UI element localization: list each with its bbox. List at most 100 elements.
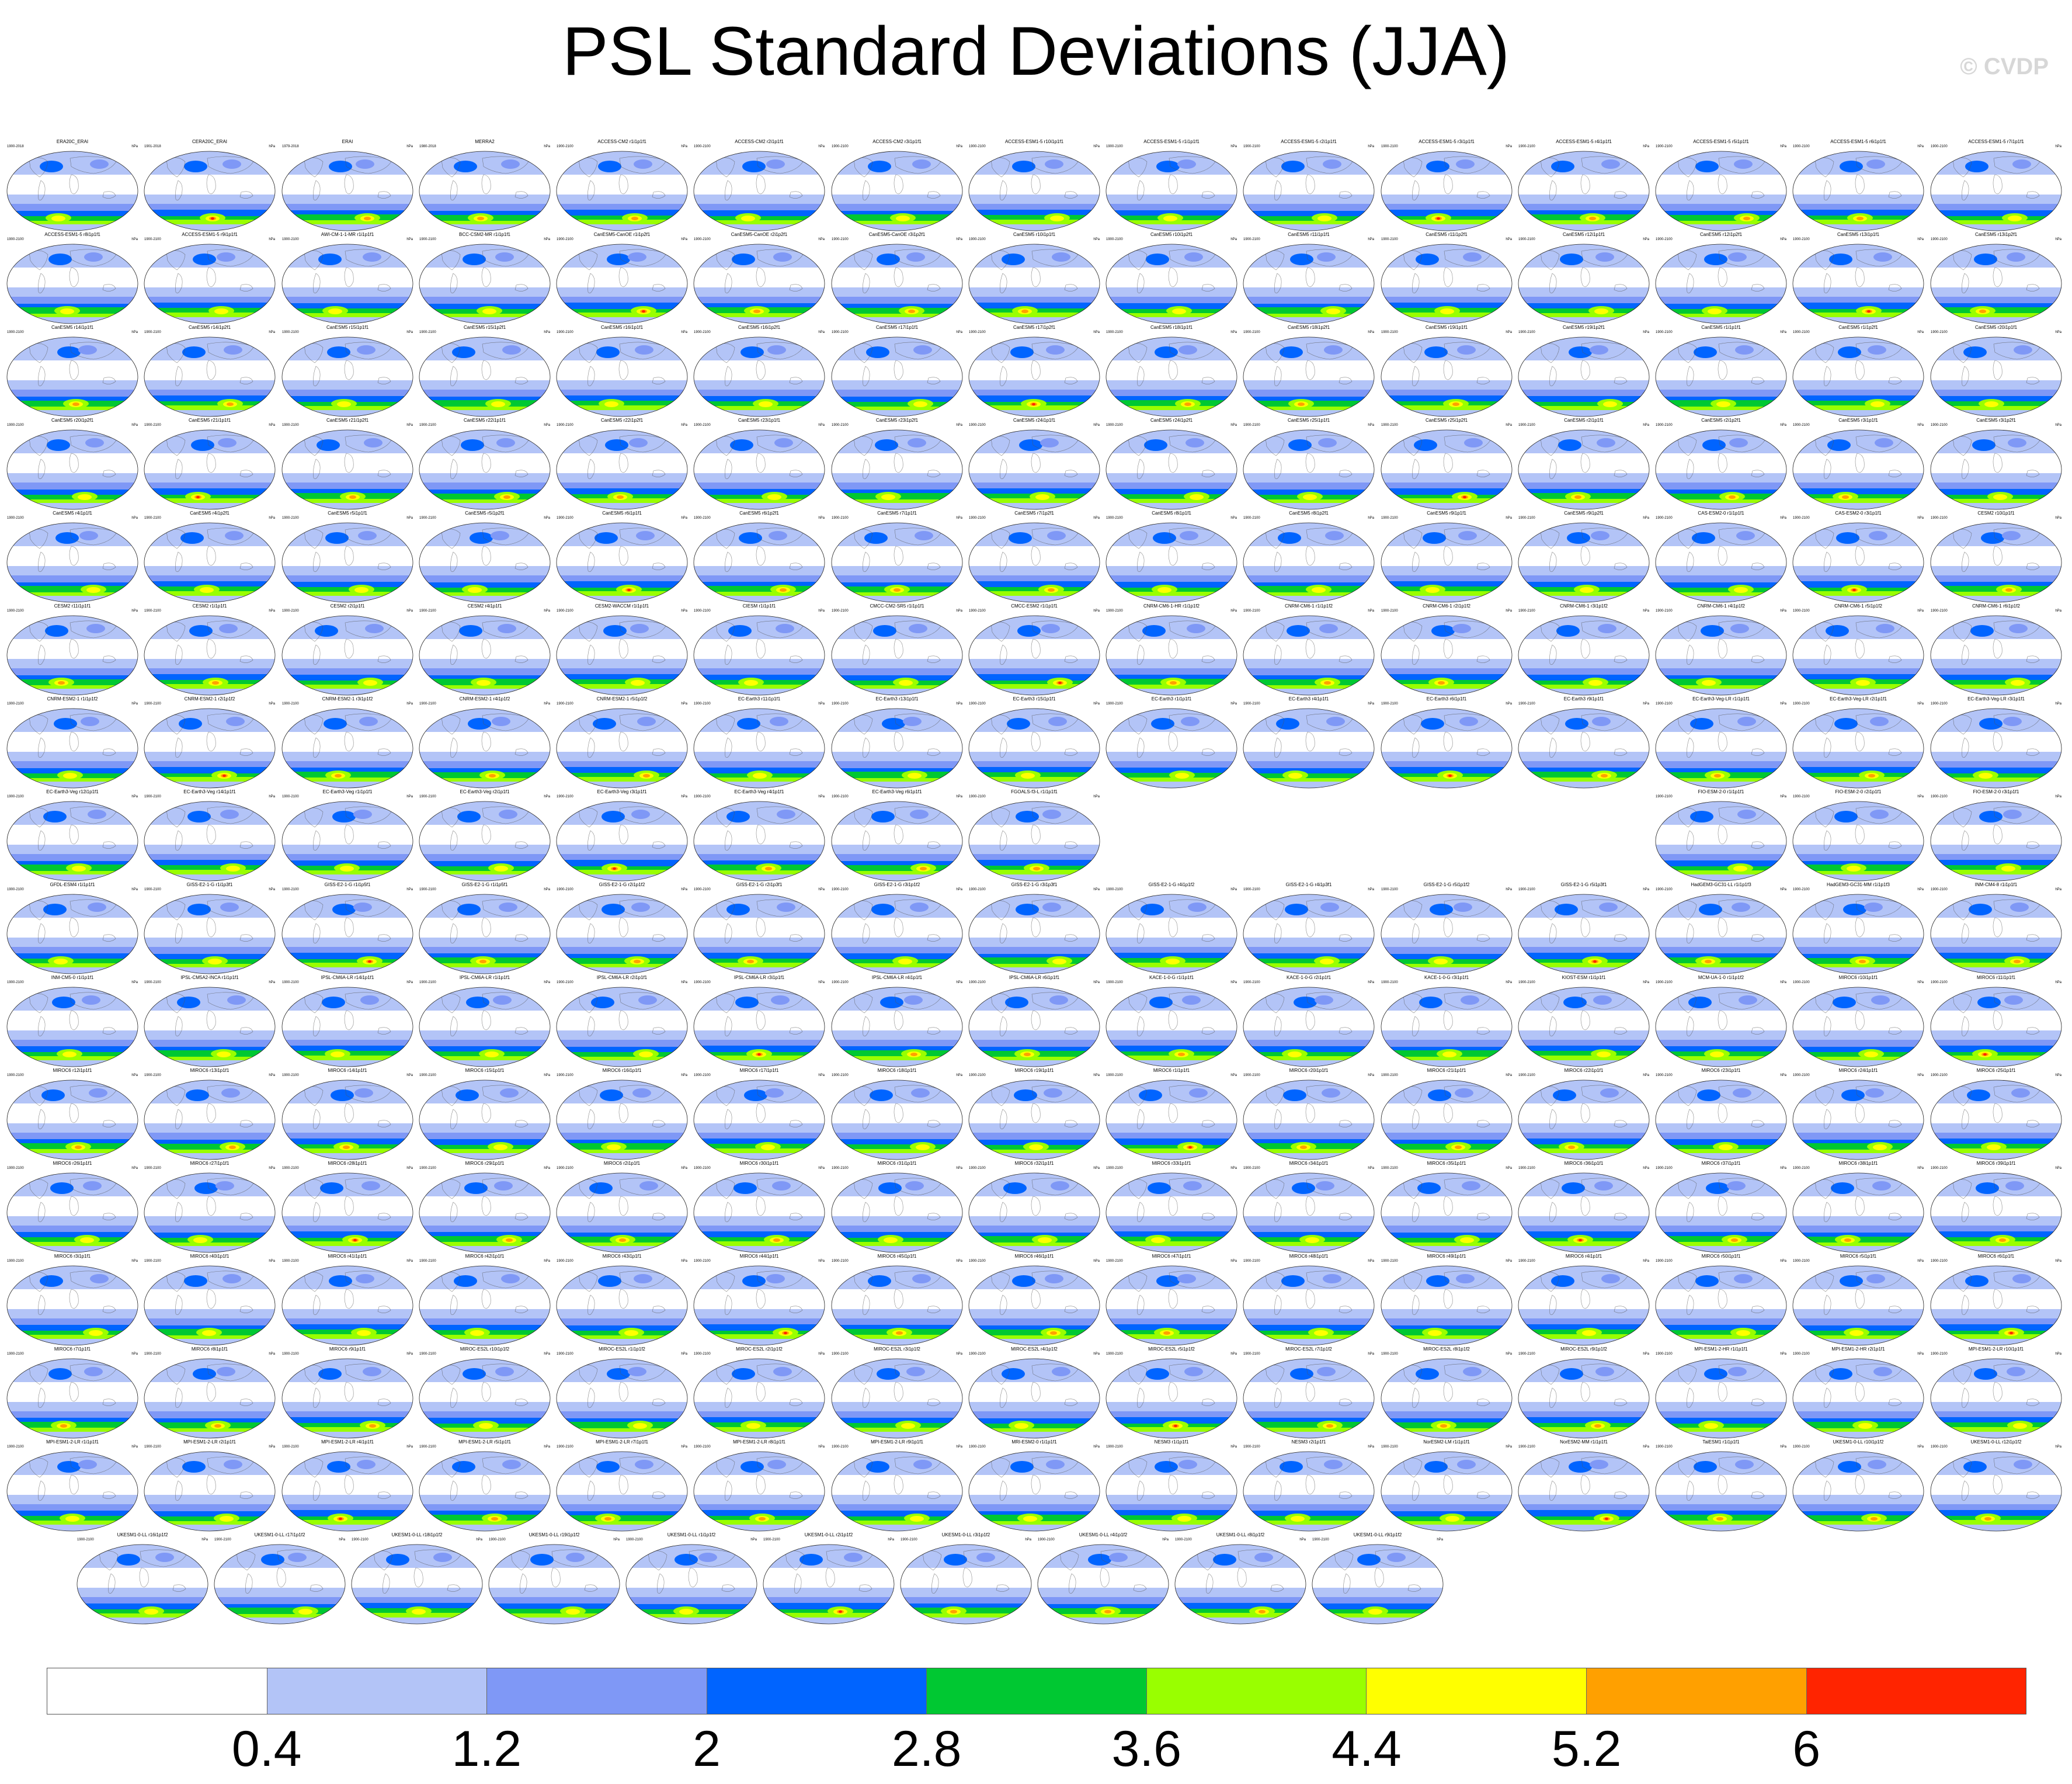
map-panel: CanESM5 r24i1p1f1 1900-2100 hPa <box>968 417 1101 511</box>
global-map <box>968 615 1100 696</box>
panel-years: 1900-2100 <box>419 1352 436 1356</box>
panel-units: hPa <box>1780 516 1786 520</box>
panel-title: UKESM1-0-LL r17i1p1f2 <box>254 1532 305 1537</box>
panel-units: hPa <box>131 1445 138 1449</box>
map-panel: MPI-ESM1-2-LR r8i1p1f1 1900-2100 hPa <box>693 1439 826 1532</box>
panel-units: hPa <box>1093 609 1100 613</box>
panel-years: 1900-2100 <box>214 1538 231 1542</box>
panel-years: 1900-2100 <box>1793 1167 1810 1170</box>
panel-title: GISS-E2-1-G r2i1p3f1 <box>736 882 783 887</box>
panel-title: GISS-E2-1-G r4i1p1f2 <box>1148 882 1195 887</box>
panel-units: hPa <box>269 516 275 520</box>
map-panel: MIROC-ES2L r10i1p1f2 1900-2100 hPa <box>418 1346 551 1439</box>
map-panel: CanESM5 r5i1p1f1 1900-2100 hPa <box>281 510 414 603</box>
global-map <box>144 429 276 510</box>
panel-units: hPa <box>1917 238 1924 241</box>
global-map <box>1105 615 1237 696</box>
panel-units: hPa <box>1093 795 1100 799</box>
global-map <box>556 615 688 696</box>
panel-title: KACE-1-0-G r1i1p1f1 <box>1149 975 1194 980</box>
panel-units: hPa <box>131 238 138 241</box>
panel-units: hPa <box>1093 1167 1100 1170</box>
panel-units: hPa <box>1368 424 1374 427</box>
map-panel: MERRA2 1980-2018 hPa <box>418 138 551 232</box>
map-panel: ACCESS-ESM1-5 r7i1p1f1 1900-2100 hPa <box>1930 138 2063 232</box>
panel-title: CERA20C_ERAI <box>192 139 228 144</box>
panel-title: MIROC6 r7i1p1f1 <box>54 1346 91 1352</box>
global-map <box>1105 1172 1237 1253</box>
colorbar-label: 2.8 <box>891 1721 962 1777</box>
panel-title: MPI-ESM1-2-LR r9i1p1f1 <box>871 1439 923 1445</box>
panel-units: hPa <box>1093 1445 1100 1449</box>
panel-years: 1900-2100 <box>419 331 436 334</box>
global-map <box>831 1265 963 1346</box>
panel-years: 1900-2100 <box>832 702 849 706</box>
panel-years: 1900-2100 <box>763 1538 780 1542</box>
panel-years: 1900-2100 <box>832 424 849 427</box>
panel-units: hPa <box>681 331 687 334</box>
panel-title: CNRM-CM6-1 r1i1p1f2 <box>1285 603 1333 609</box>
global-map <box>419 1358 551 1439</box>
map-panel: MIROC6 r2i1p1f1 1900-2100 hPa <box>555 1160 689 1254</box>
map-panel: MPI-ESM1-2-LR r4i1p1f1 1900-2100 hPa <box>281 1439 414 1532</box>
global-map <box>6 1172 138 1253</box>
panel-units: hPa <box>2055 702 2061 706</box>
panel-years: 1900-2100 <box>694 1167 711 1170</box>
panel-years: 1900-2100 <box>1931 795 1948 799</box>
panel-title: FGOALS-f3-L r1i1p1f1 <box>1011 789 1058 794</box>
map-panel: CanESM5 r6i1p1f1 1900-2100 hPa <box>555 510 689 603</box>
panel-units: hPa <box>131 145 138 148</box>
panel-years: 1900-2100 <box>1793 1445 1810 1449</box>
panel-units: hPa <box>544 888 550 891</box>
global-map <box>281 336 413 417</box>
map-panel: TaiESM1 r1i1p1f1 1900-2100 hPa <box>1654 1439 1788 1532</box>
panel-title: CanESM5 r8i1p2f1 <box>1289 511 1329 516</box>
map-panel: MIROC6 r11i1p1f1 1900-2100 hPa <box>1930 974 2063 1068</box>
panel-years: 1900-2100 <box>1518 1259 1535 1263</box>
global-map <box>1381 244 1513 324</box>
panel-units: hPa <box>818 795 825 799</box>
map-panel: MPI-ESM1-2-LR r2i1p1f1 1900-2100 hPa <box>143 1439 276 1532</box>
panel-units: hPa <box>2055 238 2061 241</box>
map-panel: CanESM5 r12i1p2f1 1900-2100 hPa <box>1654 231 1788 325</box>
panel-units: hPa <box>1368 888 1374 891</box>
panel-units: hPa <box>681 145 687 148</box>
panel-units: hPa <box>2055 609 2061 613</box>
panel-title: UKESM1-0-LL r1i1p1f2 <box>667 1532 716 1537</box>
global-map <box>144 1451 276 1532</box>
panel-units: hPa <box>131 795 138 799</box>
colorbar-label: 5.2 <box>1551 1721 1622 1777</box>
panel-years: 1900-2100 <box>1656 702 1673 706</box>
global-map <box>831 1451 963 1532</box>
panel-title: KACE-1-0-G r3i1p1f1 <box>1424 975 1469 980</box>
panel-title: MIROC6 r8i1p1f1 <box>191 1346 228 1352</box>
global-map <box>693 1358 825 1439</box>
map-panel: MIROC6 r42i1p1f1 1900-2100 hPa <box>418 1253 551 1346</box>
panel-title: CanESM5 r24i1p2f1 <box>1150 418 1193 423</box>
panel-years: 1900-2100 <box>1793 331 1810 334</box>
panel-years: 1900-2100 <box>969 424 986 427</box>
panel-units: hPa <box>956 516 962 520</box>
global-map <box>1381 522 1513 603</box>
panel-years: 1900-2100 <box>1793 424 1810 427</box>
panel-title: ACCESS-CM2 r2i1p1f1 <box>735 139 784 144</box>
panel-units: hPa <box>1368 609 1374 613</box>
map-panel: MIROC6 r9i1p1f1 1900-2100 hPa <box>281 1346 414 1439</box>
panel-years: 1900-2100 <box>969 981 986 984</box>
panel-title: CanESM5 r15i1p1f1 <box>326 325 369 330</box>
panel-years: 1900-2100 <box>1243 609 1260 613</box>
panel-title: UKESM1-0-LL r2i1p1f2 <box>804 1532 853 1537</box>
global-map <box>6 987 138 1067</box>
map-panel: ACCESS-ESM1-5 r10i1p1f1 1900-2100 hPa <box>968 138 1101 232</box>
global-map <box>556 1451 688 1532</box>
colorbar-label: 3.6 <box>1111 1721 1182 1777</box>
map-panel: MIROC6 r10i1p1f1 1900-2100 hPa <box>1792 974 1925 1068</box>
panel-years: 1900-2100 <box>969 1167 986 1170</box>
map-panel: CESM2 r1i1p1f1 1900-2100 hPa <box>143 603 276 696</box>
global-map <box>693 244 825 324</box>
map-panel: IPSL-CM6A-LR r2i1p1f1 1900-2100 hPa <box>555 974 689 1068</box>
panel-units: hPa <box>2055 981 2061 984</box>
global-map <box>1243 615 1375 696</box>
panel-units: hPa <box>1643 1167 1649 1170</box>
panel-units: hPa <box>1230 888 1237 891</box>
